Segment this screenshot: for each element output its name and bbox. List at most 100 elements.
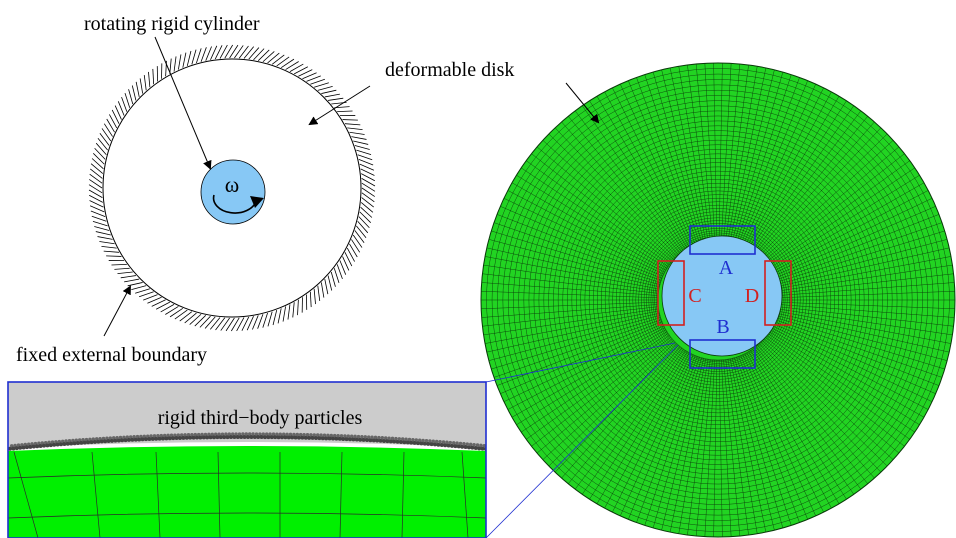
- particle: [31, 444, 36, 449]
- particle: [282, 432, 286, 436]
- hatch-stroke: [89, 200, 104, 208]
- hatch-stroke: [337, 110, 353, 112]
- particle: [169, 433, 174, 437]
- particle: [259, 435, 264, 440]
- mesh-spoke: [612, 353, 692, 513]
- particle: [188, 435, 193, 440]
- mesh-spoke: [488, 239, 661, 285]
- hatch-stroke: [361, 192, 375, 203]
- inset-connector-bottom: [485, 344, 679, 538]
- particle: [276, 435, 281, 440]
- particle: [288, 432, 293, 437]
- mesh-spoke: [548, 133, 676, 259]
- hatch-stroke: [90, 163, 104, 174]
- mesh-spoke: [620, 354, 694, 517]
- particle: [302, 432, 306, 437]
- hatch-stroke: [101, 128, 112, 142]
- mesh-spoke: [723, 359, 741, 537]
- mesh-spoke: [744, 353, 824, 513]
- hatch-stroke: [253, 48, 265, 61]
- particle: [156, 434, 160, 438]
- region-label-B: B: [716, 316, 729, 338]
- hatch-stroke: [336, 264, 343, 279]
- mesh-spoke: [678, 66, 709, 241]
- particle: [271, 432, 276, 436]
- mesh-spoke: [721, 63, 732, 241]
- hatch-stroke: [177, 54, 182, 70]
- particle: [249, 435, 254, 440]
- particle: [248, 432, 252, 436]
- particle: [356, 434, 361, 439]
- mesh-spoke: [775, 230, 945, 283]
- particle: [205, 435, 210, 440]
- hatch-stroke: [277, 308, 282, 324]
- particle: [344, 437, 349, 442]
- hatch-stroke: [88, 189, 103, 198]
- particle: [314, 436, 318, 441]
- particle: [37, 441, 41, 445]
- mesh-spoke: [738, 77, 800, 244]
- hatch-stroke: [92, 221, 108, 227]
- particle: [351, 437, 356, 442]
- particle: [299, 432, 303, 437]
- particle: [171, 436, 176, 441]
- mesh-spoke: [503, 325, 664, 402]
- hatch-stroke: [205, 46, 212, 61]
- mesh-spoke: [500, 206, 663, 277]
- mesh-spoke: [750, 350, 847, 500]
- particle: [436, 442, 441, 447]
- hatch-stroke: [238, 45, 249, 59]
- particle: [115, 435, 119, 440]
- hatch-stroke: [174, 309, 188, 320]
- particle: [207, 432, 211, 437]
- hatch-stroke: [347, 127, 363, 131]
- particle: [88, 437, 92, 441]
- particle: [353, 434, 357, 439]
- region-box-B: [689, 339, 756, 369]
- hatch-stroke: [289, 63, 304, 72]
- mesh-spoke: [738, 356, 800, 523]
- particle: [52, 442, 57, 447]
- mesh-spoke: [496, 214, 663, 279]
- inset-connector-top: [485, 342, 676, 383]
- particle: [140, 437, 145, 442]
- particle: [268, 432, 272, 436]
- hatch-stroke: [89, 173, 103, 184]
- particle: [473, 445, 478, 450]
- inset-frame: [7, 381, 487, 538]
- hatch-stroke: [354, 145, 370, 150]
- inset-grid-arc: [8, 472, 486, 479]
- particle: [384, 436, 388, 440]
- particle: [263, 435, 267, 440]
- particle: [110, 438, 114, 443]
- mesh-spoke: [531, 153, 671, 264]
- mesh-spoke: [776, 247, 950, 288]
- particle: [20, 443, 24, 447]
- mesh-spoke: [542, 340, 674, 460]
- particle: [429, 442, 434, 447]
- hatch-stroke: [241, 316, 250, 331]
- particle: [348, 437, 352, 442]
- particle: [465, 442, 469, 446]
- particle: [269, 435, 274, 440]
- particle: [67, 439, 72, 443]
- cylinder-label: rotating rigid cylinder: [84, 13, 260, 35]
- particle: [191, 435, 196, 440]
- particle: [208, 435, 213, 440]
- hatch-stroke: [292, 302, 295, 318]
- mesh-spoke: [589, 100, 686, 250]
- inset-grid-line: [217, 451, 221, 538]
- particle: [258, 432, 262, 436]
- particle: [246, 435, 250, 440]
- mesh-spoke: [721, 359, 732, 537]
- hatch-stroke: [358, 159, 374, 166]
- particle: [455, 441, 459, 445]
- hatch-stroke: [267, 311, 273, 327]
- particle: [273, 435, 278, 440]
- hatch-stroke: [359, 211, 372, 223]
- mesh-spoke: [725, 359, 749, 536]
- hatch-stroke: [89, 179, 103, 189]
- mesh-spoke: [511, 329, 666, 418]
- mesh-spoke: [507, 190, 665, 273]
